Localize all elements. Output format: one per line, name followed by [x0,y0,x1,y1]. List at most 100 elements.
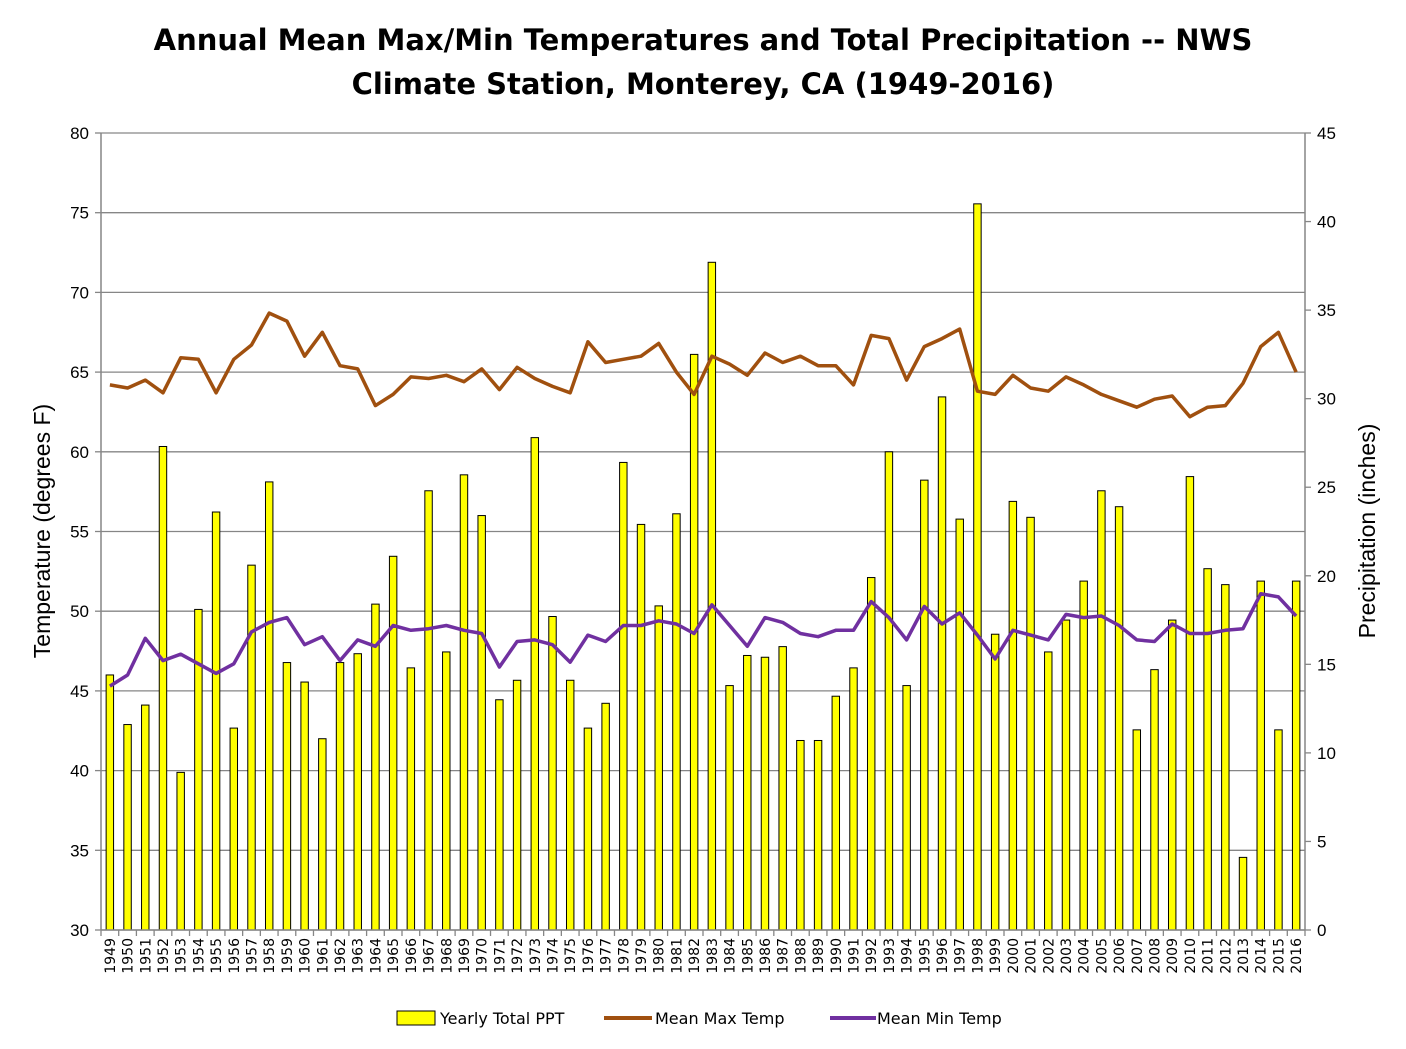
bar-1984 [725,685,734,931]
x-tick-label: 2009 [1165,938,1181,974]
bar-1957 [247,564,256,931]
x-tick-label: 1991 [847,938,863,974]
right-tick-label: 15 [1317,655,1336,674]
bar-1995 [920,479,929,931]
bar-1964 [371,603,380,931]
right-tick-label: 30 [1317,390,1336,409]
chart-title-line-1: Annual Mean Max/Min Temperatures and Tot… [153,23,1253,57]
bar-2006 [1114,506,1124,931]
right-tick-label: 25 [1317,478,1336,497]
x-tick-label: 1990 [829,938,845,974]
x-axis-ticks: 1949 1950 1951 1952 1953 1954 1955 1956 1957 1958… [100,930,1306,974]
legend-swatch-ppt [396,1010,436,1026]
x-tick-label: 1956 [227,938,243,974]
x-tick-label: 1993 [882,938,898,974]
x-tick-label: 1949 [103,938,119,974]
temperature-lines [108,311,1298,688]
bar-2000 [1008,500,1018,931]
x-tick-label: 1958 [262,938,278,974]
left-axis-label: Temperature (degrees F) [29,404,55,658]
right-tick-label: 40 [1317,213,1336,232]
bar-2002 [1044,651,1053,931]
bar-2012 [1221,584,1230,931]
bar-2003 [1061,619,1071,931]
x-tick-label: 1969 [457,938,473,974]
x-tick-label: 1997 [953,938,969,974]
x-tick-label: 2015 [1271,938,1287,974]
bar-1997 [955,518,964,931]
bar-1951 [141,704,150,931]
x-tick-label: 1973 [528,938,544,974]
bar-1986 [760,656,770,931]
x-tick-label: 1960 [298,938,314,974]
x-tick-label: 1976 [581,938,597,974]
x-tick-label: 1977 [599,938,615,974]
bar-1953 [176,771,185,931]
x-tick-label: 1964 [368,938,384,974]
bar-2001 [1026,516,1035,931]
right-tick-label: 0 [1317,921,1326,940]
bar-1982 [689,353,699,931]
bar-1987 [778,646,787,931]
bar-2011 [1203,568,1212,931]
right-axis-ticks: 0 5 10 15 20 25 30 35 40 45 [1305,124,1336,940]
x-tick-label: 1966 [404,938,420,974]
line-mean-min-temp [108,591,1298,688]
legend: Yearly Total PPT Mean Max Temp Mean Min Te… [396,1009,1002,1028]
x-tick-label: 1968 [439,938,455,974]
x-tick-label: 1987 [776,938,792,974]
right-tick-label: 20 [1317,567,1336,586]
bar-1956 [229,727,239,931]
x-tick-label: 1986 [758,938,774,974]
x-tick-label: 1952 [156,938,172,974]
left-tick-label: 70 [70,283,89,302]
right-tick-label: 45 [1317,124,1336,143]
bar-1972 [512,679,522,931]
bar-1994 [902,685,911,931]
bar-1950 [123,724,132,931]
chart-title: Annual Mean Max/Min Temperatures and Tot… [0,18,1406,106]
bar-1971 [495,699,504,931]
right-tick-label: 35 [1317,301,1336,320]
bar-1980 [654,605,663,931]
left-tick-label: 60 [70,443,89,462]
bar-1999 [990,633,1000,931]
bar-2007 [1132,729,1142,931]
x-tick-label: 2010 [1183,938,1199,974]
bar-2016 [1291,580,1301,931]
x-tick-label: 1959 [280,938,296,974]
x-tick-label: 1984 [723,938,739,974]
x-tick-label: 1965 [386,938,402,974]
bar-1973 [530,437,540,931]
x-tick-label: 1954 [191,938,207,974]
bar-2005 [1097,490,1106,931]
bar-2009 [1167,619,1177,931]
x-tick-label: 1970 [475,938,491,974]
x-tick-label: 1979 [634,938,650,974]
x-tick-label: 1985 [740,938,756,974]
bar-1979 [636,523,646,931]
left-tick-label: 75 [70,204,89,223]
left-tick-label: 40 [70,762,89,781]
bar-1959 [282,662,292,931]
bar-1963 [353,653,362,931]
bar-1966 [406,667,416,931]
left-tick-label: 50 [70,602,89,621]
right-axis-label: Precipitation (inches) [1354,424,1380,639]
x-tick-label: 1996 [935,938,951,974]
bar-1996 [937,396,947,931]
x-tick-label: 1957 [245,938,261,974]
x-tick-label: 1980 [652,938,668,974]
x-tick-label: 1971 [492,938,508,974]
x-tick-label: 1955 [209,938,225,974]
bar-1967 [424,490,433,931]
left-tick-label: 35 [70,841,89,860]
bar-1978 [619,461,628,931]
bar-1991 [849,667,858,931]
bar-1968 [442,651,451,931]
left-tick-label: 30 [70,921,89,940]
x-tick-label: 1978 [616,938,632,974]
bar-2010 [1185,476,1195,931]
legend-label-max: Mean Max Temp [655,1009,784,1028]
x-tick-label: 1963 [351,938,367,974]
